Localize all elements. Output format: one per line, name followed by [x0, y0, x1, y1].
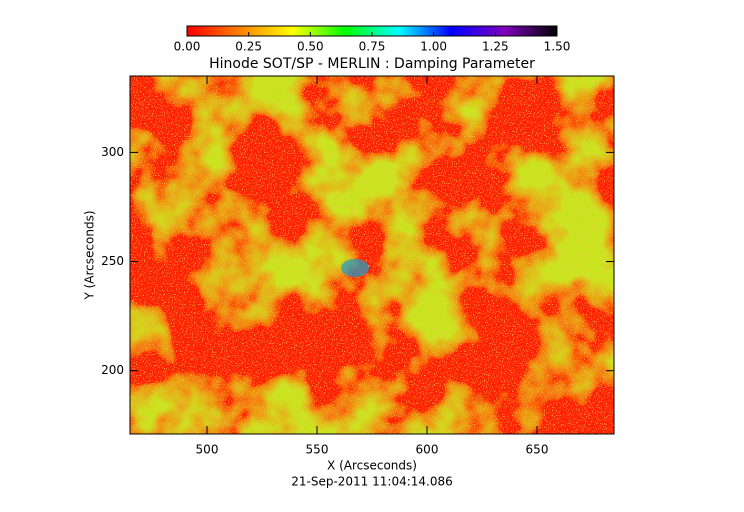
y-tick-label: 300	[101, 145, 124, 159]
colorbar-tick-label: 1.00	[420, 40, 447, 54]
chart-title: Hinode SOT/SP - MERLIN : Damping Paramet…	[209, 56, 535, 72]
colorbar-tick-label: 1.50	[544, 40, 571, 54]
y-tick-label: 200	[101, 363, 124, 377]
x-axis-label: X (Arcseconds)	[327, 459, 417, 473]
date-subtitle: 21-Sep-2011 11:04:14.086	[291, 475, 453, 489]
heatmap-image	[130, 76, 614, 434]
y-tick-label: 250	[101, 254, 124, 268]
x-tick-label: 650	[526, 443, 549, 457]
x-tick-label: 550	[306, 443, 329, 457]
colorbar-tick-label: 0.50	[297, 40, 324, 54]
y-axis-label: Y (Arcseconds)	[83, 210, 97, 300]
x-tick-label: 500	[196, 443, 219, 457]
x-tick-label: 600	[416, 443, 439, 457]
colorbar-tick-label: 0.00	[174, 40, 201, 54]
colorbar-tick-label: 1.25	[482, 40, 509, 54]
colorbar-tick-label: 0.75	[359, 40, 386, 54]
plot-frame	[129, 75, 615, 435]
sunspot-feature	[341, 259, 369, 277]
colorbar-tick-label: 0.25	[235, 40, 262, 54]
